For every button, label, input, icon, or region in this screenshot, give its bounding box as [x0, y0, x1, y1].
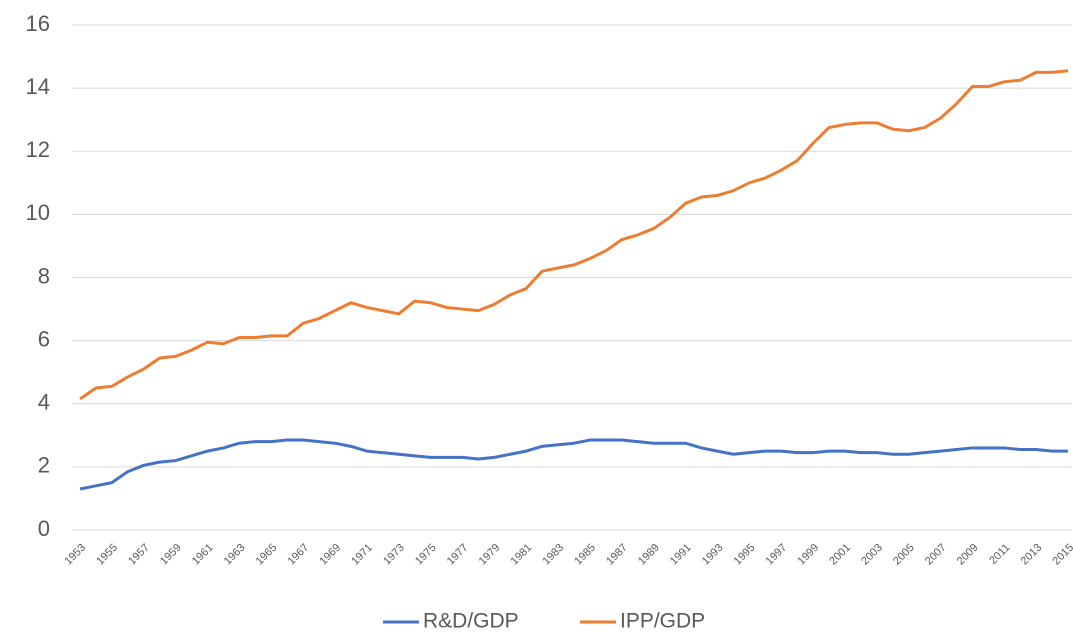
y-tick-label: 4	[38, 390, 50, 415]
y-tick-label: 2	[38, 453, 50, 478]
series-line	[79, 69, 1069, 401]
x-tick-label: 1961	[190, 542, 216, 568]
x-tick-label: 2005	[891, 542, 917, 568]
x-tick-label: 1989	[636, 542, 662, 568]
x-tick-label: 1957	[126, 542, 152, 568]
y-tick-label: 0	[38, 516, 50, 541]
x-tick-label: 1969	[317, 542, 343, 568]
y-tick-label: 16	[26, 11, 50, 36]
x-tick-label: 1973	[381, 542, 407, 568]
legend-label: IPP/GDP	[620, 610, 705, 633]
x-tick-label: 2013	[1019, 542, 1045, 568]
y-tick-label: 6	[38, 326, 50, 351]
x-tick-label: 1955	[94, 542, 120, 568]
y-tick-label: 10	[26, 200, 50, 225]
x-tick-label: 1993	[700, 542, 726, 568]
x-tick-label: 2001	[827, 542, 853, 568]
x-tick-label: 1983	[540, 542, 566, 568]
x-tick-label: 1965	[254, 542, 280, 568]
x-tick-label: 1977	[445, 542, 471, 568]
y-tick-label: 14	[26, 74, 50, 99]
x-tick-label: 1981	[509, 542, 535, 568]
y-tick-label: 12	[26, 137, 50, 162]
x-tick-label: 2015	[1050, 542, 1073, 568]
x-tick-label: 1959	[158, 542, 184, 568]
x-tick-label: 1971	[349, 542, 375, 568]
x-tick-label: 1985	[572, 542, 598, 568]
series-line	[79, 438, 1068, 491]
x-tick-label: 1999	[795, 542, 821, 568]
x-tick-label: 1997	[764, 542, 790, 568]
x-tick-label: 2011	[987, 542, 1012, 567]
x-tick-label: 1979	[477, 542, 503, 568]
x-tick-label: 1987	[604, 542, 630, 568]
x-tick-label: 1995	[732, 542, 758, 568]
x-tick-label: 1991	[668, 542, 694, 568]
x-tick-label: 2009	[955, 542, 981, 568]
legend-label: R&D/GDP	[423, 610, 519, 633]
x-tick-label: 1975	[413, 542, 439, 568]
x-tick-label: 1967	[285, 542, 311, 568]
x-tick-label: 1963	[222, 542, 248, 568]
x-tick-label: 2007	[923, 542, 949, 568]
x-tick-label: 2003	[859, 542, 885, 568]
x-tick-label: 1953	[62, 542, 88, 568]
y-tick-label: 8	[38, 263, 50, 288]
